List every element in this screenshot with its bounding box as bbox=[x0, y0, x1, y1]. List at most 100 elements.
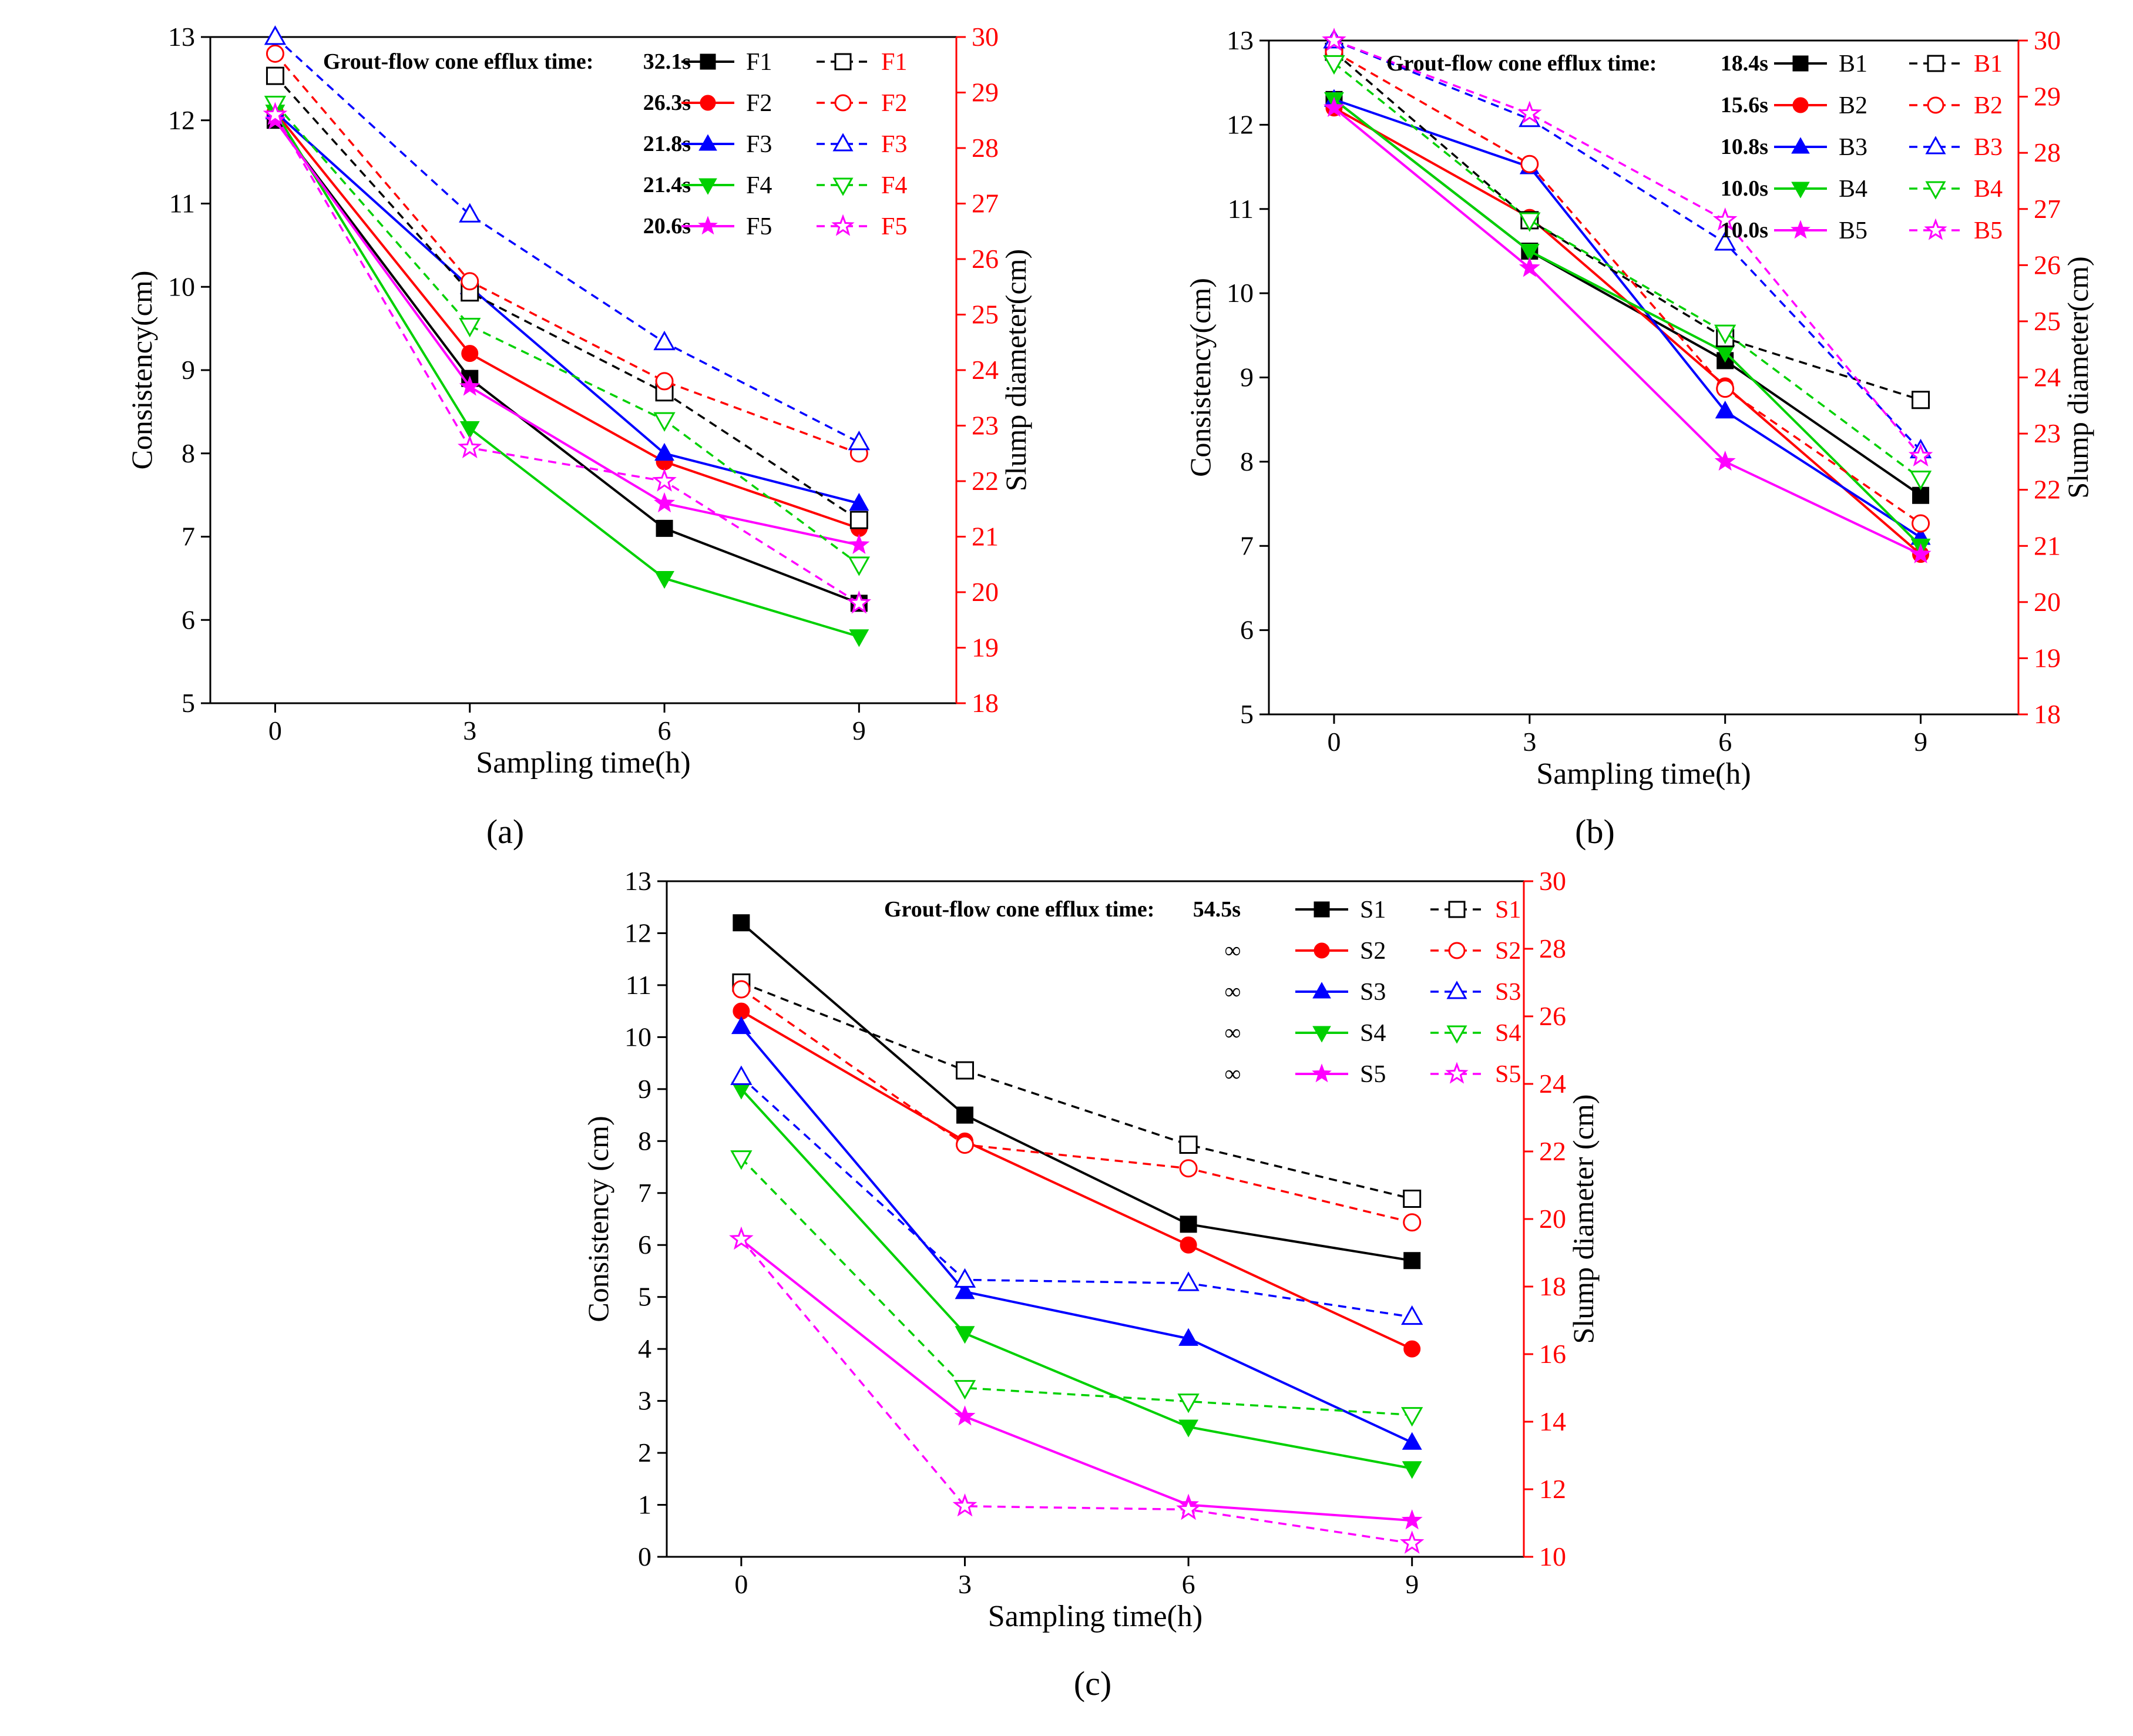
right-tick-label: 23 bbox=[972, 411, 999, 441]
series-line-F3-right bbox=[274, 36, 860, 444]
right-tick-label: 10 bbox=[1539, 1542, 1566, 1572]
legend-label: F3 bbox=[746, 131, 772, 158]
legend-marker bbox=[700, 53, 716, 70]
legend-label: B5 bbox=[1839, 217, 1867, 244]
data-point-S2-right bbox=[732, 980, 751, 999]
data-point-B4-right bbox=[1323, 55, 1345, 75]
series-line-B4-left bbox=[1333, 98, 1922, 547]
left-tick-label: 9 bbox=[638, 1074, 651, 1104]
left-tick-label: 5 bbox=[182, 688, 195, 718]
x-tick-label: 0 bbox=[1327, 727, 1341, 757]
left-tick-label: 12 bbox=[624, 918, 651, 948]
right-tick-label: 28 bbox=[1539, 934, 1566, 963]
series-line-S5-left bbox=[740, 1238, 1412, 1522]
legend-marker bbox=[1791, 137, 1810, 154]
data-point-F3-right bbox=[459, 203, 481, 223]
legend-marker bbox=[1314, 901, 1330, 918]
legend-marker bbox=[1314, 942, 1330, 959]
left-axis-label: Consistency(cm) bbox=[125, 271, 158, 470]
series-line-F2-right bbox=[274, 53, 859, 455]
legend-label: S2 bbox=[1495, 938, 1521, 965]
left-tick-label: 9 bbox=[1240, 362, 1254, 392]
right-tick-label: 26 bbox=[2034, 250, 2061, 280]
data-point-B3-left bbox=[1715, 401, 1735, 419]
data-point-B3-right bbox=[1714, 231, 1736, 251]
data-point-S4-right bbox=[953, 1380, 976, 1400]
data-point-S3-right bbox=[1177, 1271, 1200, 1291]
data-point-S5-left bbox=[954, 1405, 976, 1426]
legend-label: F3 bbox=[881, 131, 907, 158]
right-tick-label: 20 bbox=[1539, 1204, 1566, 1234]
x-tick-label: 3 bbox=[958, 1569, 972, 1599]
efflux-label: Grout-flow cone efflux time: bbox=[1386, 51, 1657, 76]
data-point-S1-right bbox=[1179, 1136, 1198, 1154]
right-tick-label: 27 bbox=[972, 189, 999, 219]
data-point-B5-right bbox=[1712, 207, 1738, 231]
legend-label: S4 bbox=[1495, 1020, 1521, 1047]
data-point-S3-right bbox=[1401, 1305, 1423, 1325]
x-tick-label: 6 bbox=[1182, 1569, 1195, 1599]
series-line-B5-right bbox=[1333, 39, 1922, 457]
left-tick-label: 0 bbox=[638, 1542, 651, 1572]
right-tick-label: 18 bbox=[2034, 699, 2061, 729]
legend-marker bbox=[1925, 136, 1946, 155]
legend-label: S4 bbox=[1360, 1020, 1386, 1047]
data-point-S1-left bbox=[1403, 1252, 1421, 1270]
data-point-B4-right bbox=[1909, 471, 1932, 491]
right-tick-label: 25 bbox=[972, 300, 999, 330]
right-tick-label: 20 bbox=[972, 577, 999, 607]
right-tick-label: 24 bbox=[972, 355, 999, 385]
data-point-S2-left bbox=[1180, 1236, 1197, 1254]
efflux-time: ∞ bbox=[1225, 979, 1241, 1004]
left-tick-label: 2 bbox=[638, 1438, 651, 1468]
left-axis-label: Consistency (cm) bbox=[582, 1116, 614, 1322]
data-point-B2-right bbox=[1716, 380, 1735, 398]
efflux-time: ∞ bbox=[1225, 938, 1241, 963]
legend-label: B1 bbox=[1974, 51, 2003, 78]
right-tick-label: 22 bbox=[972, 466, 999, 496]
data-point-B2-right bbox=[1912, 514, 1930, 533]
panel-label: (b) bbox=[1575, 812, 1615, 851]
data-point-F5-right bbox=[457, 435, 482, 459]
legend-marker bbox=[1791, 182, 1810, 199]
data-point-S4-left bbox=[1178, 1419, 1199, 1438]
right-tick-label: 28 bbox=[972, 133, 999, 163]
x-axis-label: Sampling time(h) bbox=[476, 746, 690, 780]
chart-panel-2: 5 6 7 8 9 10 11 12 13 18 19 20 21 22 23 24 25 26 27 28 29 30 0… bbox=[1184, 25, 2094, 851]
legend-label: F5 bbox=[881, 213, 907, 240]
data-point-F5-left bbox=[848, 533, 870, 554]
data-point-S3-right bbox=[953, 1268, 976, 1288]
right-tick-label: 16 bbox=[1539, 1339, 1566, 1369]
left-tick-label: 6 bbox=[182, 605, 195, 634]
series-line-S1-left bbox=[740, 922, 1413, 1262]
left-tick-label: 5 bbox=[1240, 699, 1254, 729]
x-tick-label: 6 bbox=[1718, 727, 1732, 757]
left-tick-label: 13 bbox=[168, 22, 195, 52]
right-tick-label: 30 bbox=[972, 22, 999, 52]
data-point-S4-left bbox=[1402, 1461, 1422, 1479]
data-point-F5-left bbox=[654, 492, 676, 513]
chart-panel-1: 5 6 7 8 9 10 11 12 13 18 19 20 21 22 23 24 25 26 27 28 29 30 0… bbox=[125, 22, 1032, 851]
data-point-F5-right bbox=[263, 102, 288, 126]
data-point-F5-right bbox=[652, 468, 677, 492]
series-line-F3-left bbox=[274, 111, 859, 505]
left-tick-label: 8 bbox=[182, 438, 195, 468]
left-axis-label: Consistency(cm) bbox=[1184, 278, 1217, 477]
right-axis-label: Slump diameter(cm) bbox=[999, 249, 1032, 491]
right-tick-label: 29 bbox=[972, 78, 999, 108]
legend-marker bbox=[832, 177, 854, 196]
legend-marker bbox=[834, 94, 852, 112]
left-tick-label: 10 bbox=[168, 271, 195, 301]
data-point-B5-left bbox=[1714, 450, 1736, 471]
series-line-S4-left bbox=[740, 1088, 1413, 1470]
right-tick-label: 21 bbox=[972, 522, 999, 552]
right-tick-label: 22 bbox=[1539, 1136, 1566, 1166]
series-line-B1-left bbox=[1333, 98, 1922, 496]
right-tick-label: 30 bbox=[2034, 25, 2061, 55]
legend-label: S5 bbox=[1495, 1061, 1521, 1088]
legend-label: B2 bbox=[1839, 92, 1867, 119]
legend-marker bbox=[1924, 218, 1947, 240]
legend-marker bbox=[1792, 55, 1809, 72]
data-point-S2-left bbox=[1403, 1340, 1421, 1358]
